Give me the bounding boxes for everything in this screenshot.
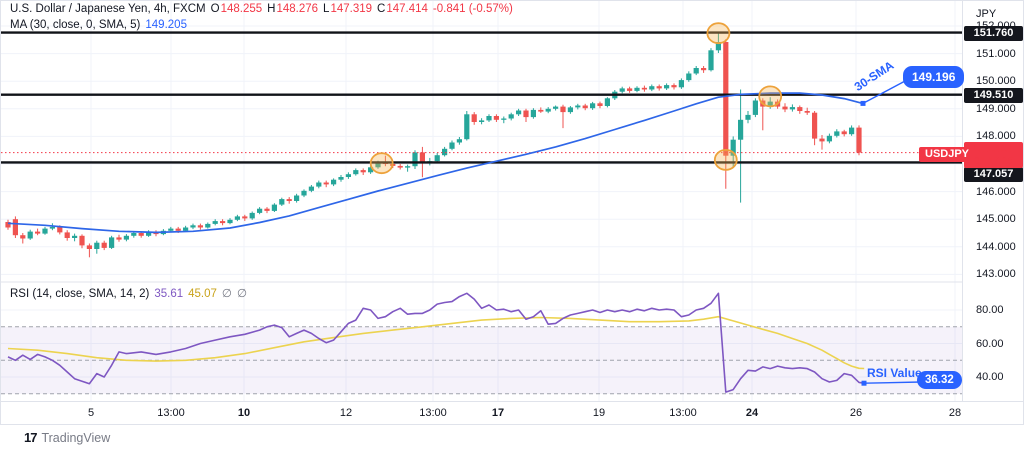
price-axis-currency: JPY [976, 8, 997, 20]
price-tick: 151.000 [976, 47, 1016, 60]
time-label: 10 [237, 407, 251, 419]
rsi-ma-line [7, 315, 865, 370]
ma-label: MA (30, close, 0, SMA, 5) [10, 19, 141, 31]
price-tick: 149.000 [976, 102, 1016, 115]
symbol-legend[interactable]: U.S. Dollar / Japanese Yen, 4h, FXCM O148… [10, 3, 513, 15]
time-label: 26 [849, 407, 863, 419]
high-value: 148.276 [276, 3, 319, 15]
time-label: 17 [491, 407, 505, 419]
price-tick: 146.000 [976, 185, 1016, 198]
chart-canvas[interactable]: U.S. Dollar / Japanese Yen, 4h, FXCM O148… [1, 1, 976, 401]
chart-widget: U.S. Dollar / Japanese Yen, 4h, FXCM O148… [0, 0, 1024, 425]
highlight-circle[interactable] [706, 22, 731, 45]
highlight-circle[interactable] [758, 85, 783, 108]
sma-line[interactable] [7, 92, 863, 234]
rsi-end-dot [861, 380, 867, 386]
rsi-annotation-label[interactable]: RSI Value [867, 366, 922, 380]
low-value: 147.319 [330, 3, 373, 15]
time-label: 5 [87, 407, 95, 419]
time-label: 24 [745, 407, 759, 419]
rsi-callout-tail [863, 381, 922, 384]
time-label: 28 [948, 407, 962, 419]
time-label: 19 [592, 407, 606, 419]
tradingview-wordmark[interactable]: TradingView [41, 430, 111, 445]
rsi-empty-2: ∅ [236, 288, 247, 300]
rsi-ma-value: 45.07 [188, 288, 217, 300]
open-value: 148.255 [220, 3, 263, 15]
price-level-badge: 149.510 [964, 87, 1023, 103]
sma-end-dot [860, 100, 866, 106]
price-axis[interactable]: JPY152.000151.000150.000149.000148.00014… [962, 1, 1023, 401]
bar-countdown: 01:17:25 [974, 155, 1013, 167]
highlight-circle[interactable] [713, 148, 738, 171]
price-level-badge: 151.760 [964, 25, 1023, 41]
close-value: 147.414 [386, 3, 428, 15]
time-label: 13:00 [419, 407, 447, 419]
attribution[interactable]: 17 TradingView [24, 430, 110, 445]
chart-plot[interactable] [1, 1, 962, 401]
rsi-value: 35.61 [154, 288, 184, 300]
symbol-title[interactable]: U.S. Dollar / Japanese Yen, 4h, FXCM [10, 3, 206, 15]
close-label: C [377, 3, 386, 15]
rsi-value-callout[interactable]: 36.32 [917, 371, 962, 389]
candles-layer[interactable] [5, 32, 862, 258]
time-label: 13:00 [669, 407, 697, 419]
time-label: 13:00 [157, 407, 185, 419]
high-label: H [267, 3, 276, 15]
change-value: -0.841 (-0.57%) [432, 3, 513, 15]
rsi-tick: 40.00 [976, 371, 1004, 383]
last-price-badge: 147.414 01:17:25 [964, 141, 1023, 168]
time-axis[interactable]: 5 13:00 10 12 13:00 17 19 13:00 24 26 28 [1, 401, 1023, 424]
price-tick: 150.000 [976, 75, 1016, 88]
usdjpy-price-tag: USDJPY [919, 147, 976, 162]
highlight-circle[interactable] [369, 152, 394, 175]
price-tick: 148.000 [976, 130, 1016, 143]
low-label: L [323, 3, 330, 15]
sma-callout-tail [862, 79, 908, 105]
rsi-empty-1: ∅ [221, 288, 232, 300]
time-label: 12 [339, 407, 353, 419]
ma-value: 149.205 [145, 19, 187, 31]
rsi-legend[interactable]: RSI (14, close, SMA, 14, 2) 35.61 45.07 ∅ ∅ [10, 286, 247, 300]
rsi-label: RSI (14, close, SMA, 14, 2) [10, 288, 150, 300]
rsi-line[interactable] [7, 292, 865, 393]
ma-legend[interactable]: MA (30, close, 0, SMA, 5) 149.205 [10, 19, 187, 31]
rsi-tick: 80.00 [976, 304, 1004, 316]
price-level-badge: 147.057 [964, 166, 1023, 182]
tradingview-logo-icon[interactable]: 17 [24, 430, 38, 445]
sma-value-callout[interactable]: 149.196 [903, 66, 965, 88]
price-tick: 144.000 [976, 240, 1016, 253]
price-tick: 143.000 [976, 268, 1016, 281]
price-tick: 145.000 [976, 213, 1016, 226]
rsi-tick: 60.00 [976, 337, 1004, 350]
open-label: O [210, 3, 220, 15]
